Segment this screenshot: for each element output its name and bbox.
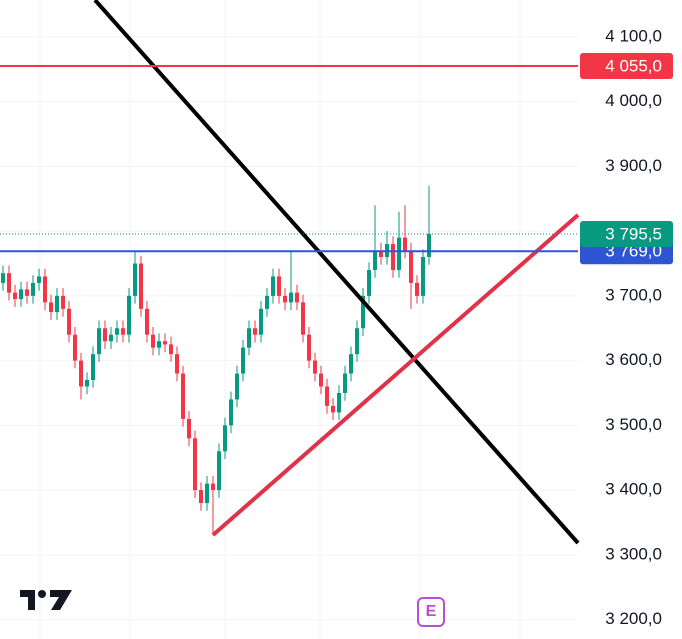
y-tick-label: 3 500,0 — [605, 415, 662, 434]
grid — [0, 0, 578, 639]
y-tick-label: 3 600,0 — [605, 350, 662, 369]
price-label: 3 795,5 — [605, 225, 662, 244]
candle-body — [361, 295, 365, 329]
candle-body — [343, 373, 347, 393]
logo — [20, 590, 72, 610]
y-tick-label: 4 000,0 — [605, 91, 662, 110]
candle-body — [331, 405, 335, 413]
candle-body — [121, 328, 125, 335]
candle-body — [169, 344, 173, 355]
candle-body — [133, 263, 137, 296]
y-tick-label: 3 200,0 — [605, 609, 662, 628]
y-tick-label: 3 300,0 — [605, 544, 662, 563]
candle-body — [109, 334, 113, 342]
candles — [1, 185, 431, 536]
candle-body — [313, 360, 317, 374]
candle-body — [151, 334, 155, 348]
candle-body — [283, 295, 287, 303]
candle-body — [157, 341, 161, 348]
candle-body — [397, 237, 401, 270]
candle-body — [43, 276, 47, 303]
candle-body — [409, 250, 413, 283]
candle-body — [271, 276, 275, 296]
candle-body — [307, 334, 311, 361]
candle-body — [73, 334, 77, 361]
candle-body — [37, 276, 41, 283]
candle-body — [421, 257, 425, 296]
candle-body — [163, 341, 167, 345]
candle-body — [31, 282, 35, 296]
candle-body — [295, 292, 299, 303]
candle-body — [247, 328, 251, 348]
candle-body — [367, 269, 371, 296]
candle-body — [19, 289, 23, 300]
candle-body — [127, 295, 131, 335]
price-lines — [0, 65, 578, 253]
price-label-box — [580, 53, 673, 80]
price-label-box — [580, 221, 673, 248]
candle-body — [85, 380, 89, 387]
candle-body — [373, 250, 377, 270]
candle-body — [355, 328, 359, 355]
candle-body — [235, 373, 239, 400]
badge-text: E — [426, 603, 437, 620]
candle-body — [199, 490, 203, 504]
candle-body — [319, 373, 323, 387]
events-badge[interactable]: E — [417, 597, 445, 627]
candle-body — [253, 328, 257, 335]
candle-body — [265, 295, 269, 309]
candle-body — [217, 451, 221, 491]
trendline — [93, 0, 580, 545]
candle-body — [277, 276, 281, 296]
candle-body — [337, 392, 341, 413]
candle-body — [193, 438, 197, 491]
candle-body — [13, 292, 17, 300]
candle-body — [223, 425, 227, 452]
candle-body — [61, 295, 65, 309]
candle-body — [7, 273, 11, 293]
y-tick-label: 4 100,0 — [605, 26, 662, 45]
candle-body — [301, 302, 305, 335]
candle-body — [97, 328, 101, 355]
candle-body — [379, 250, 383, 258]
candle-body — [325, 386, 329, 406]
candle-body — [205, 483, 209, 504]
candle-body — [103, 328, 107, 342]
candle-body — [427, 234, 431, 258]
candle-body — [1, 273, 5, 283]
candle-body — [67, 308, 71, 335]
candle-body — [139, 263, 143, 309]
price-label: 4 055,0 — [605, 57, 662, 76]
candle-body — [415, 282, 419, 296]
candle-body — [289, 292, 293, 303]
candle-body — [259, 308, 263, 335]
candle-body — [145, 308, 149, 335]
candle-body — [25, 289, 29, 296]
candle-body — [211, 483, 215, 491]
candle-body — [79, 360, 83, 387]
candle-body — [349, 354, 353, 374]
y-tick-label: 3 900,0 — [605, 156, 662, 175]
candle-body — [181, 373, 185, 419]
candle-body — [55, 295, 59, 313]
candle-body — [91, 354, 95, 381]
candle-body — [115, 328, 119, 335]
candle-body — [187, 418, 191, 439]
candle-body — [403, 237, 407, 251]
y-tick-label: 3 700,0 — [605, 285, 662, 304]
candle-body — [241, 347, 245, 374]
candle-body — [229, 399, 233, 426]
candle-body — [49, 302, 53, 313]
candle-body — [175, 354, 179, 374]
y-tick-label: 3 400,0 — [605, 480, 662, 499]
trendline — [211, 213, 580, 537]
candle-body — [391, 244, 395, 270]
